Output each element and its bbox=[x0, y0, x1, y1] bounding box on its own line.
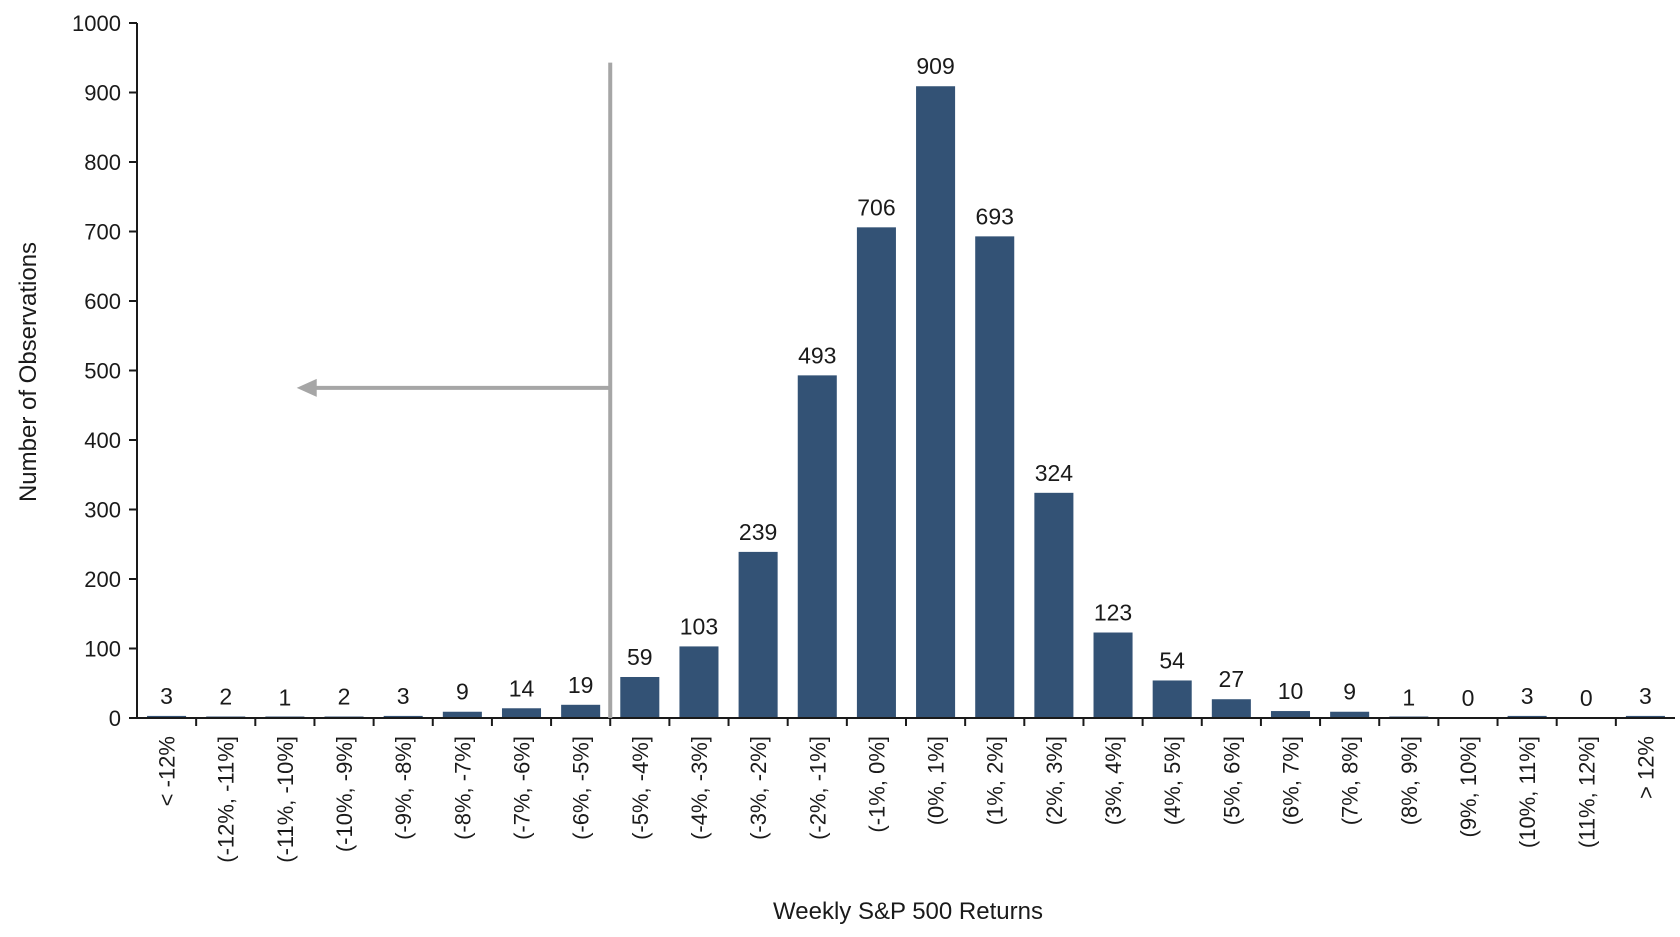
bar bbox=[738, 551, 778, 718]
bar bbox=[1034, 492, 1074, 718]
y-axis: 0 100 200 300 400 500 600 700 800 900 1000 bbox=[72, 11, 138, 731]
y-tick-label: 200 bbox=[84, 567, 121, 592]
x-axis: < -12% (-12%, -11%] (-11%, -10%] (-10%, -9%… bbox=[137, 717, 1675, 863]
data-label: 3 bbox=[1639, 683, 1652, 709]
bar bbox=[797, 375, 837, 718]
arrow-head bbox=[296, 378, 317, 397]
bar bbox=[916, 86, 956, 719]
bar bbox=[383, 715, 423, 718]
bar bbox=[501, 708, 542, 718]
data-label: 10 bbox=[1278, 678, 1304, 704]
data-label: 0 bbox=[1462, 685, 1475, 711]
annotation-arrow bbox=[296, 62, 613, 718]
y-tick-label: 600 bbox=[84, 289, 121, 314]
bar bbox=[1507, 715, 1547, 718]
data-label: 324 bbox=[1035, 460, 1074, 486]
bar bbox=[1625, 715, 1665, 718]
bar bbox=[1152, 680, 1192, 718]
x-tick-label: (-5%, -4%] bbox=[628, 736, 653, 840]
y-tick-label: 1000 bbox=[72, 11, 121, 36]
data-label: 0 bbox=[1580, 685, 1593, 711]
x-tick-label: (11%, 12%] bbox=[1574, 736, 1599, 848]
y-tick-label: 700 bbox=[84, 220, 121, 245]
x-tick-label: (3%, 4%] bbox=[1101, 736, 1126, 825]
x-tick-label: (4%, 5%] bbox=[1160, 736, 1185, 825]
x-tick-label: (-7%, -6%] bbox=[510, 736, 535, 840]
bar bbox=[679, 646, 719, 718]
bar bbox=[620, 676, 660, 718]
x-tick-label: (5%, 6%] bbox=[1219, 736, 1244, 825]
x-tick-label: (6%, 7%] bbox=[1279, 736, 1304, 825]
data-label: 3 bbox=[160, 683, 173, 709]
x-tick-label: (-4%, -3%] bbox=[687, 736, 712, 840]
x-tick-label: (7%, 8%] bbox=[1338, 736, 1363, 825]
data-label: 54 bbox=[1159, 647, 1185, 673]
data-label: 1 bbox=[278, 684, 291, 710]
x-tick-label: (-12%, -11%] bbox=[214, 736, 239, 863]
data-label: 2 bbox=[338, 684, 351, 710]
y-tick-label: 300 bbox=[84, 498, 121, 523]
bar bbox=[147, 715, 187, 718]
data-label: 493 bbox=[798, 342, 836, 368]
bars bbox=[147, 86, 1665, 719]
x-tick-label: (2%, 3%] bbox=[1042, 736, 1067, 825]
y-tick-label: 500 bbox=[84, 359, 121, 384]
data-labels: 3 2 1 2 3 9 14 19591032394937069096933241235427… bbox=[160, 53, 1652, 711]
x-axis-title: Weekly S&P 500 Returns bbox=[773, 898, 1043, 925]
data-label: 3 bbox=[397, 683, 410, 709]
x-tick-label: (-2%, -1%] bbox=[805, 736, 830, 840]
data-label: 693 bbox=[976, 203, 1014, 229]
y-axis-title: Number of Observations bbox=[15, 242, 42, 502]
data-label: 103 bbox=[680, 613, 718, 639]
data-label: 9 bbox=[1343, 679, 1356, 705]
data-label: 59 bbox=[627, 644, 653, 670]
x-tick-label: (-9%, -8%] bbox=[391, 736, 416, 840]
bar bbox=[561, 704, 601, 718]
data-label: 706 bbox=[857, 194, 895, 220]
x-tick-label: (-8%, -7%] bbox=[450, 736, 475, 840]
y-tick-label: 900 bbox=[84, 81, 121, 106]
y-tick-label: 100 bbox=[84, 637, 121, 662]
data-label: 27 bbox=[1219, 666, 1245, 692]
x-tick-label: < -12% bbox=[155, 736, 180, 806]
bar bbox=[1093, 632, 1133, 718]
data-label: 2 bbox=[219, 684, 232, 710]
y-tick-label: 400 bbox=[84, 428, 121, 453]
bar bbox=[856, 227, 896, 718]
x-tick-label: (-1%, 0%] bbox=[864, 736, 889, 833]
data-label: 9 bbox=[456, 679, 469, 705]
bar bbox=[1270, 711, 1311, 718]
data-label: 3 bbox=[1521, 683, 1534, 709]
x-tick-label: (-3%, -2%] bbox=[746, 736, 771, 840]
x-tick-label: (1%, 2%] bbox=[983, 736, 1008, 825]
data-label: 123 bbox=[1094, 600, 1132, 626]
x-tick-label: (9%, 10%] bbox=[1456, 736, 1481, 838]
y-tick-label: 800 bbox=[84, 150, 121, 175]
y-tick-label: 0 bbox=[109, 706, 121, 731]
data-label: 19 bbox=[568, 672, 594, 698]
data-label: 239 bbox=[739, 519, 777, 545]
bar bbox=[442, 711, 482, 718]
bar bbox=[1330, 711, 1370, 718]
data-label: 909 bbox=[916, 53, 954, 79]
x-tick-label: (-11%, -10%] bbox=[273, 736, 298, 863]
x-tick-label: (-6%, -5%] bbox=[569, 736, 594, 840]
bar bbox=[975, 236, 1015, 719]
bar bbox=[1211, 699, 1251, 718]
x-tick-label: (0%, 1%] bbox=[924, 736, 949, 825]
x-tick-label: (8%, 9%] bbox=[1397, 736, 1422, 825]
data-label: 1 bbox=[1402, 684, 1415, 710]
x-tick-label: > 12% bbox=[1633, 736, 1658, 799]
data-label: 14 bbox=[509, 675, 535, 701]
x-tick-label: (10%, 11%] bbox=[1515, 736, 1540, 848]
x-tick-label: (-10%, -9%] bbox=[332, 736, 357, 852]
